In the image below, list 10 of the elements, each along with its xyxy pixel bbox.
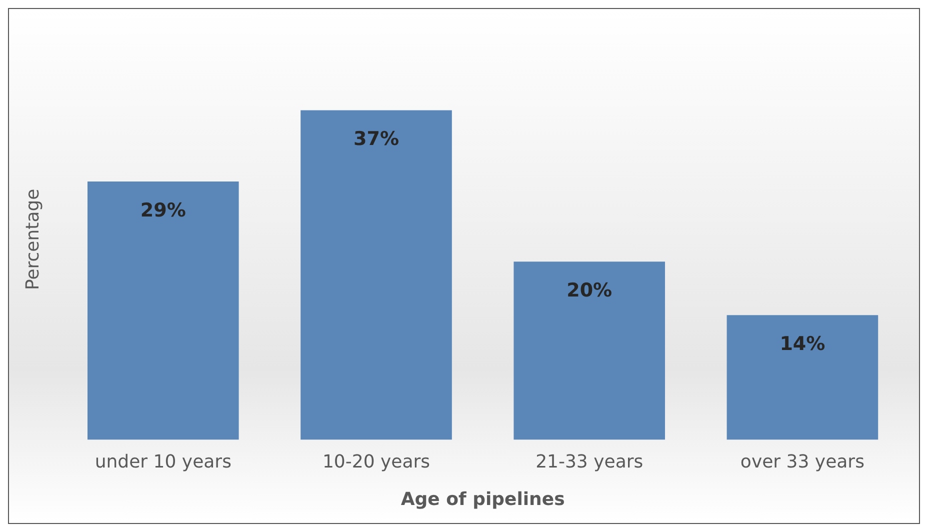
data-label: 14%	[780, 333, 826, 356]
x-tick-label: 10-20 years	[322, 451, 430, 472]
data-label: 37%	[354, 128, 399, 150]
x-tick-label: under 10 years	[94, 451, 232, 472]
data-label: 20%	[566, 280, 612, 302]
x-axis-title: Age of pipelines	[400, 488, 565, 510]
x-tick-label: over 33 years	[740, 451, 864, 472]
data-label: 29%	[140, 199, 186, 222]
y-axis-title: Percentage	[22, 188, 44, 290]
x-tick-label: 21-33 years	[536, 451, 644, 472]
